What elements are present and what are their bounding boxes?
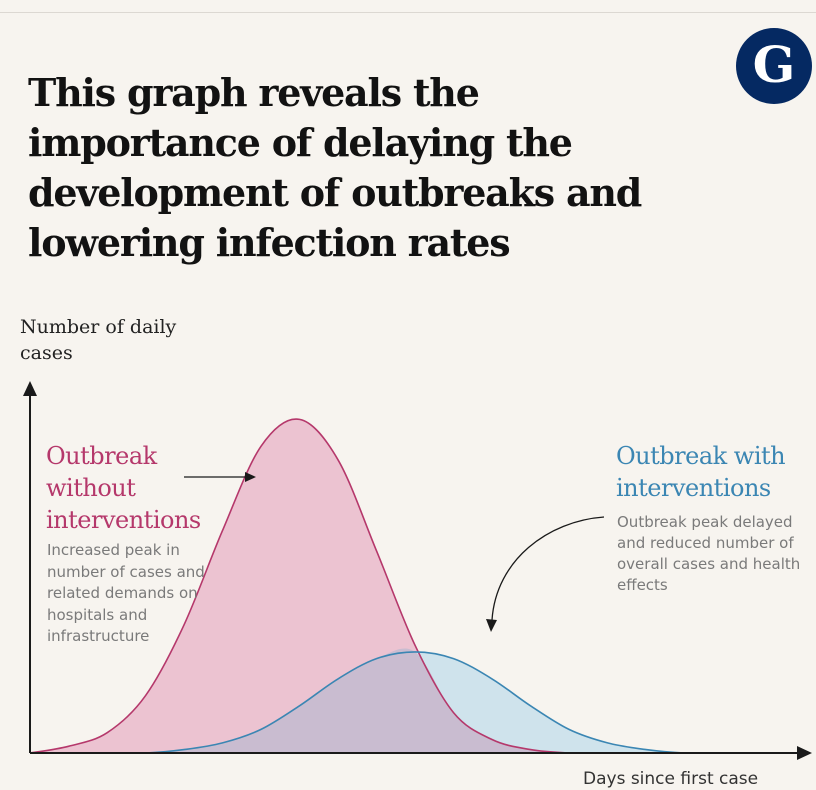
y-axis-label: Number of daily cases — [20, 316, 177, 364]
series-label-without-interventions: Outbreak without interventions — [46, 442, 201, 534]
top-divider — [0, 12, 816, 13]
area-overlap — [30, 648, 800, 754]
area-without-interventions — [30, 419, 800, 754]
series-label-with-interventions: Outbreak with interventions — [616, 442, 786, 502]
guardian-logo-letter: G — [753, 35, 796, 94]
annotation-with-interventions: Outbreak peak delayed and reduced number… — [617, 513, 801, 594]
arrow-head-icon — [245, 472, 256, 482]
pointer-with-interventions — [491, 516, 605, 621]
arrow-head-icon — [486, 619, 497, 632]
guardian-logo-icon: G — [736, 28, 812, 104]
page-title: This graph reveals the importance of del… — [28, 70, 642, 265]
x-axis-arrow-icon — [797, 746, 812, 760]
y-axis-arrow-icon — [23, 381, 37, 396]
x-axis-label: Days since first case — [583, 769, 759, 789]
annotation-without-interventions: Increased peak in number of cases and re… — [47, 541, 205, 645]
guardian-logo-circle — [736, 28, 812, 104]
